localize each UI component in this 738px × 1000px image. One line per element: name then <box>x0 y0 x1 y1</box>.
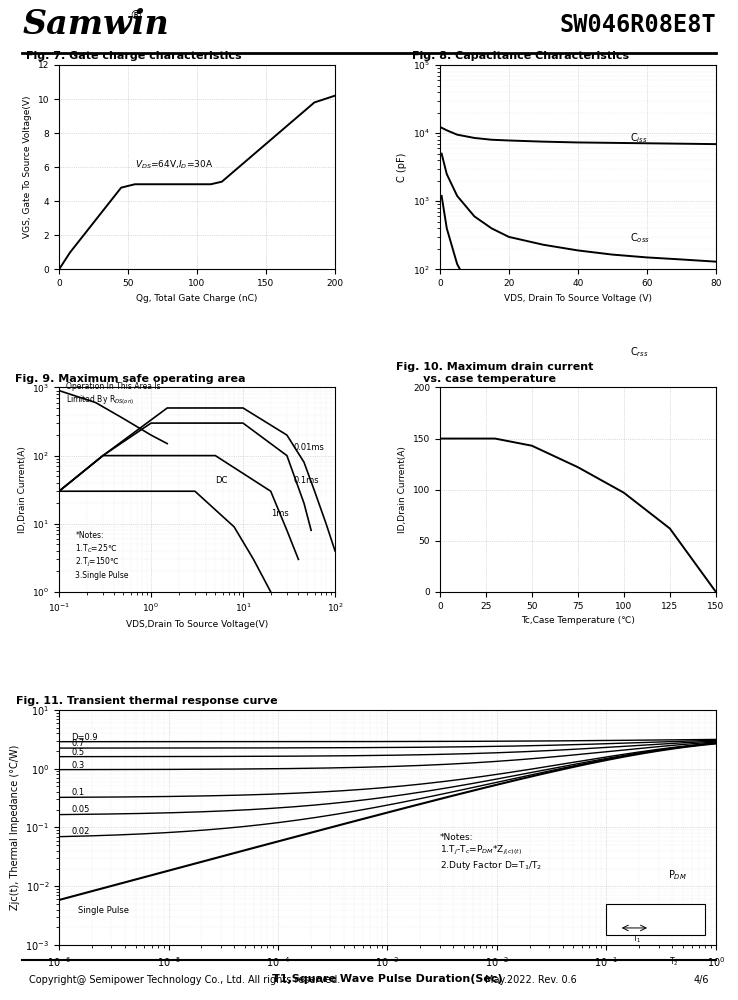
Text: $V_{DS}$=64V,$I_D$=30A: $V_{DS}$=64V,$I_D$=30A <box>135 158 213 171</box>
Text: *Notes:
1.T$_j$-T$_c$=P$_{DM}$*Z$_{j(c)(t)}$
2.Duty Factor D=T$_1$/T$_2$: *Notes: 1.T$_j$-T$_c$=P$_{DM}$*Z$_{j(c)(… <box>440 833 542 872</box>
Y-axis label: C (pF): C (pF) <box>398 153 407 182</box>
Text: 0.7: 0.7 <box>72 739 85 748</box>
Y-axis label: VGS, Gate To Source Voltage(V): VGS, Gate To Source Voltage(V) <box>24 96 32 238</box>
Text: C$_{rss}$: C$_{rss}$ <box>630 345 648 359</box>
Text: D=0.9: D=0.9 <box>72 733 98 742</box>
X-axis label: VDS, Drain To Source Voltage (V): VDS, Drain To Source Voltage (V) <box>504 294 652 303</box>
Text: SW046R08E8T: SW046R08E8T <box>559 13 716 37</box>
Text: C$_{oss}$: C$_{oss}$ <box>630 231 649 245</box>
X-axis label: VDS,Drain To Source Voltage(V): VDS,Drain To Source Voltage(V) <box>126 620 268 629</box>
Y-axis label: Zjc(t), Thermal Impedance (°C/W): Zjc(t), Thermal Impedance (°C/W) <box>10 745 20 910</box>
Text: 0.1: 0.1 <box>72 788 85 797</box>
Text: 0.01ms: 0.01ms <box>293 443 324 452</box>
X-axis label: Tc,Case Temperature (℃): Tc,Case Temperature (℃) <box>521 616 635 625</box>
X-axis label: Qg, Total Gate Charge (nC): Qg, Total Gate Charge (nC) <box>137 294 258 303</box>
Text: 0.1ms: 0.1ms <box>293 476 319 485</box>
Text: Samwin: Samwin <box>22 8 169 41</box>
Text: T$_2$: T$_2$ <box>669 955 679 968</box>
Text: Fig. 11. Transient thermal response curve: Fig. 11. Transient thermal response curv… <box>16 696 278 706</box>
Text: 0.05: 0.05 <box>72 805 90 814</box>
Text: P$_{DM}$: P$_{DM}$ <box>669 868 687 882</box>
Text: *Notes:
1.T$_C$=25℃
2.T$_j$=150℃
3.Single Pulse: *Notes: 1.T$_C$=25℃ 2.T$_j$=150℃ 3.Singl… <box>75 531 128 580</box>
Text: Operation In This Area Is
Limited By R$_{DS(on)}$: Operation In This Area Is Limited By R$_… <box>66 382 161 407</box>
Text: Copyright@ Semipower Technology Co., Ltd. All rights reserved.: Copyright@ Semipower Technology Co., Ltd… <box>29 975 340 985</box>
Text: 1ms: 1ms <box>271 509 289 518</box>
Text: Fig. 9. Maximum safe operating area: Fig. 9. Maximum safe operating area <box>15 374 245 384</box>
Text: Fig. 7. Gate charge characteristics: Fig. 7. Gate charge characteristics <box>26 51 241 61</box>
Y-axis label: ID,Drain Current(A): ID,Drain Current(A) <box>399 446 407 533</box>
Text: 4/6: 4/6 <box>693 975 709 985</box>
Text: Single Pulse: Single Pulse <box>78 906 129 915</box>
Text: 0.02: 0.02 <box>72 827 90 836</box>
Text: DC: DC <box>215 476 228 485</box>
Text: C$_{iss}$: C$_{iss}$ <box>630 132 647 145</box>
Text: 0.5: 0.5 <box>72 748 85 757</box>
Text: Fig. 10. Maximum drain current
       vs. case temperature: Fig. 10. Maximum drain current vs. case … <box>396 362 593 384</box>
Bar <box>607 904 706 935</box>
Text: May.2022. Rev. 0.6: May.2022. Rev. 0.6 <box>486 975 577 985</box>
Text: Fig. 8. Capacitance Characteristics: Fig. 8. Capacitance Characteristics <box>413 51 630 61</box>
Text: 0.3: 0.3 <box>72 761 85 770</box>
Text: T$_1$: T$_1$ <box>632 932 642 945</box>
X-axis label: T1,Square Wave Pulse Duration(Sec): T1,Square Wave Pulse Duration(Sec) <box>272 974 503 984</box>
Y-axis label: ID,Drain Current(A): ID,Drain Current(A) <box>18 446 27 533</box>
Text: ®: ® <box>129 9 142 22</box>
